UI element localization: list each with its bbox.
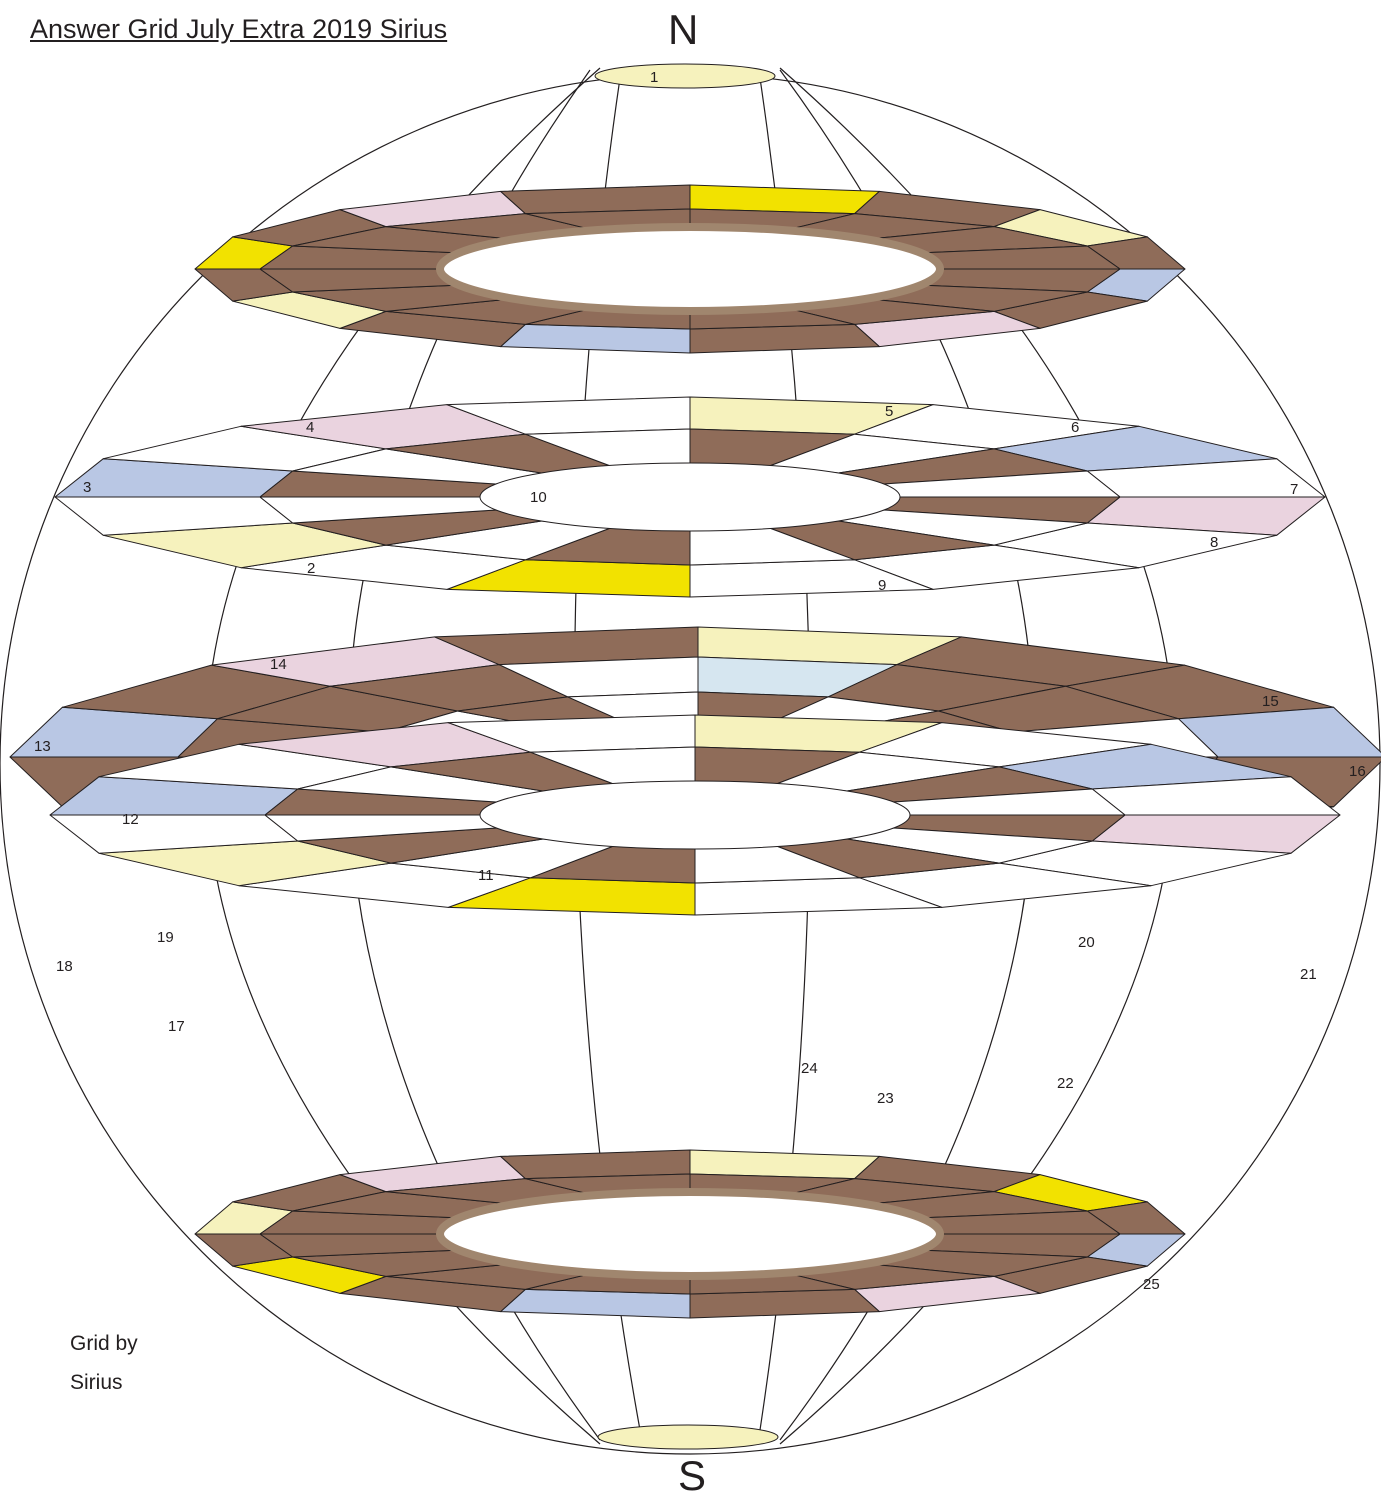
clue-number-8: 8 [1210, 534, 1218, 551]
band-north-2 [54, 396, 1326, 598]
clue-number-12: 12 [122, 811, 139, 828]
clue-number-18: 18 [56, 958, 73, 975]
clue-number-7: 7 [1290, 481, 1298, 498]
band-north-1 [194, 184, 1186, 354]
clue-number-9: 9 [878, 577, 886, 594]
credit-line-1: Grid by [70, 1332, 138, 1355]
clue-number-3: 3 [83, 479, 91, 496]
grid-bands [9, 184, 1381, 1319]
clue-number-24: 24 [801, 1060, 818, 1077]
credit-line-2: Sirius [70, 1371, 123, 1394]
clue-number-10: 10 [530, 489, 547, 506]
clue-number-6: 6 [1071, 419, 1079, 436]
clue-number-2: 2 [307, 560, 315, 577]
pole-caps [594, 63, 779, 1450]
band-north-1-hub [436, 223, 944, 315]
grid-title: Answer Grid July Extra 2019 Sirius [30, 14, 448, 44]
clue-number-16: 16 [1349, 763, 1366, 780]
clue-number-1: 1 [650, 69, 658, 86]
clue-number-25: 25 [1143, 1276, 1160, 1293]
clue-number-20: 20 [1078, 934, 1095, 951]
clue-number-22: 22 [1057, 1075, 1074, 1092]
north-label: N [668, 6, 699, 53]
band-south-1-hub [436, 1188, 944, 1280]
clue-number-14: 14 [270, 656, 287, 673]
clue-number-17: 17 [168, 1018, 185, 1035]
clue-number-23: 23 [877, 1090, 894, 1107]
south-label: S [678, 1452, 707, 1499]
band-north-2-hub [479, 462, 901, 532]
clue-number-13: 13 [34, 738, 51, 755]
clue-number-11: 11 [478, 867, 494, 884]
south-pole-cap [597, 1424, 779, 1450]
clue-number-19: 19 [157, 929, 174, 946]
band-south-2-hub [479, 780, 911, 850]
clue-number-5: 5 [885, 403, 893, 420]
clue-number-4: 4 [306, 419, 314, 436]
clue-number-15: 15 [1262, 693, 1279, 710]
north-pole-cap [594, 63, 776, 89]
clue-number-21: 21 [1300, 966, 1317, 983]
band-south-2 [49, 714, 1341, 916]
band-south-1 [194, 1149, 1186, 1319]
